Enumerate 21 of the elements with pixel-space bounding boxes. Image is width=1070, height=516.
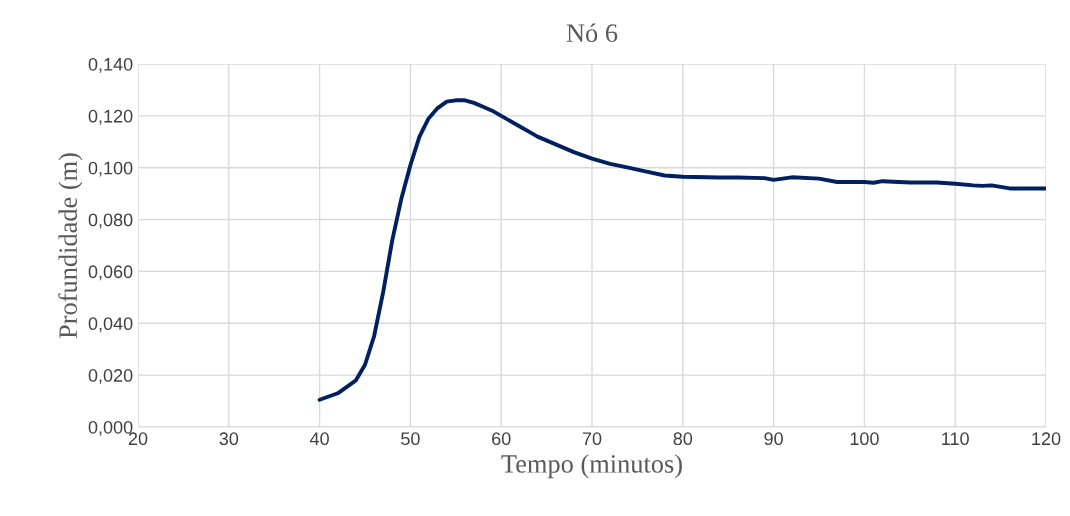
y-tick-label: 0,100 <box>88 161 133 177</box>
x-tick-label: 70 <box>582 432 602 446</box>
line-series <box>317 98 1046 402</box>
x-axis-title: Tempo (minutos) <box>501 454 682 479</box>
x-tick-label: 40 <box>309 432 329 446</box>
y-tick-label: 0,120 <box>88 109 133 125</box>
y-tick-label: 0,020 <box>88 369 133 384</box>
y-tick-label: 0,080 <box>88 213 133 229</box>
x-tick-label: 50 <box>401 432 420 446</box>
y-tick-label: 0,040 <box>88 317 133 333</box>
y-axis-title: Profundidade (m) <box>58 153 83 339</box>
x-tick-label: 80 <box>673 432 693 446</box>
y-tick-label: 0,140 <box>88 57 133 73</box>
chart-title: Nó 6 <box>566 23 618 43</box>
x-tick-label: 110 <box>942 432 969 446</box>
x-tick-label: 90 <box>764 432 783 446</box>
x-tick-label: 60 <box>492 432 511 446</box>
x-tick-label: 100 <box>850 432 879 446</box>
x-tick-label: 30 <box>219 432 239 446</box>
y-tick-label: 0,060 <box>88 265 133 281</box>
x-tick-label: 120 <box>1032 432 1061 446</box>
